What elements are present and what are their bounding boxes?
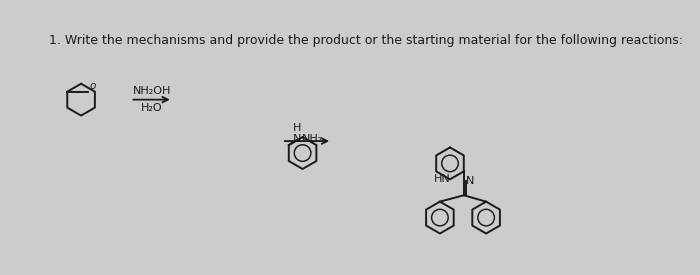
- Text: o: o: [90, 81, 96, 91]
- Text: NH₂OH: NH₂OH: [132, 86, 171, 97]
- Text: 1. Write the mechanisms and provide the product or the starting material for the: 1. Write the mechanisms and provide the …: [49, 34, 683, 46]
- Text: H₂O: H₂O: [141, 103, 162, 113]
- Text: NH₂: NH₂: [302, 134, 323, 144]
- Text: H: H: [293, 123, 301, 133]
- Text: N: N: [293, 134, 301, 144]
- Text: HN: HN: [434, 174, 451, 184]
- Text: N: N: [466, 176, 474, 186]
